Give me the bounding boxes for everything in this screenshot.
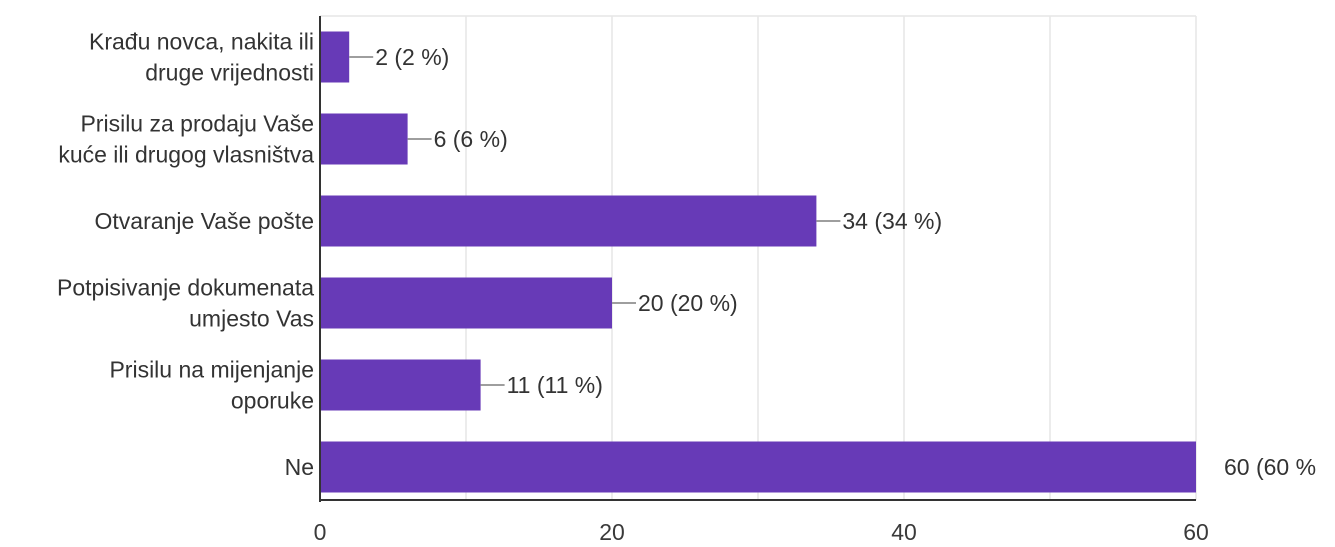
x-tick-label: 60	[1183, 519, 1209, 545]
bar[interactable]	[320, 441, 1196, 493]
category-label: Prisilu na mijenjanje oporuke	[109, 357, 314, 414]
data-label: 20 (20 %)	[638, 290, 738, 316]
bars	[320, 31, 1196, 493]
category-label: Krađu novca, nakita ili druge vrijednosti	[89, 29, 314, 86]
bar[interactable]	[320, 277, 612, 329]
category-label-line: Ne	[285, 454, 314, 480]
category-label: Prisilu za prodaju Vaše kuće ili drugog v…	[58, 111, 314, 168]
category-label-line: oporuke	[231, 388, 314, 414]
category-label-line: Potpisivanje dokumenata	[57, 275, 314, 301]
bar[interactable]	[320, 31, 350, 83]
category-label-line: Otvaranje Vaše pošte	[95, 208, 314, 234]
x-tick-label: 20	[599, 519, 625, 545]
axes	[319, 16, 1196, 502]
category-label-line: druge vrijednosti	[145, 60, 314, 86]
bar[interactable]	[320, 359, 481, 411]
category-label-line: Prisilu za prodaju Vaše	[80, 111, 314, 137]
gridlines	[320, 15, 1197, 500]
labels: 2 (2 %) Krađu novca, nakita ili druge vrij…	[57, 29, 1316, 546]
category-label-line: Krađu novca, nakita ili	[89, 29, 314, 55]
bar[interactable]	[320, 195, 817, 247]
category-label: Otvaranje Vaše pošte	[95, 208, 314, 234]
category-label-line: kuće ili drugog vlasništva	[58, 142, 314, 168]
category-label-line: Prisilu na mijenjanje	[109, 357, 314, 383]
data-label: 6 (6 %)	[434, 126, 508, 152]
data-label: 2 (2 %)	[375, 44, 449, 70]
category-label: Ne	[285, 454, 314, 480]
category-label-line: umjesto Vas	[189, 306, 314, 332]
bar[interactable]	[320, 113, 408, 165]
data-label: 60 (60 %	[1224, 454, 1316, 480]
category-label: Potpisivanje dokumenata umjesto Vas	[57, 275, 314, 332]
x-tick-label: 40	[891, 519, 917, 545]
x-tick-label: 0	[314, 519, 327, 545]
data-label: 34 (34 %)	[842, 208, 942, 234]
data-label: 11 (11 %)	[507, 372, 603, 398]
